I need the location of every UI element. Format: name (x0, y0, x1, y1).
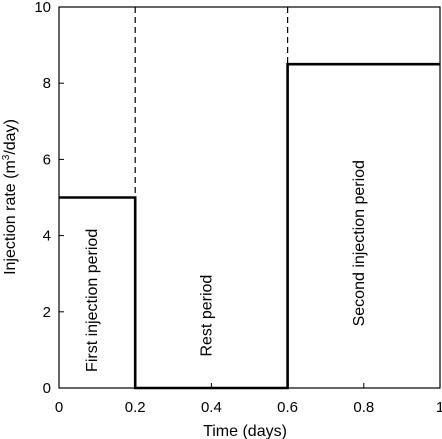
y-tick-label-5: 10 (34, 0, 51, 16)
period-annotations: First injection period Rest period Second … (84, 160, 368, 372)
x-axis-ticks: 0 0.2 0.4 0.6 0.8 1 (55, 383, 442, 416)
y-tick-label-4: 8 (43, 75, 51, 92)
period-annotation-2: Second injection period (351, 160, 368, 326)
y-tick-label-0: 0 (43, 380, 51, 397)
x-tick-label-2: 0.4 (201, 399, 222, 416)
y-tick-label-3: 6 (43, 151, 51, 168)
injection-rate-line (59, 62, 440, 390)
x-tick-label-1: 0.2 (125, 399, 146, 416)
period-annotation-1: Rest period (198, 275, 215, 357)
x-tick-label-4: 0.8 (353, 399, 374, 416)
y-axis-title: Injection rate (m3/day) (1, 119, 19, 275)
injection-rate-series (59, 62, 440, 390)
y-axis-title-prefix: Injection rate (m (2, 160, 19, 275)
x-axis-title: Time (days) (203, 423, 287, 439)
y-tick-label-2: 4 (43, 228, 51, 245)
y-axis-title-suffix: /day) (2, 119, 19, 155)
period-annotation-0: First injection period (84, 229, 101, 372)
y-axis-ticks: 0 2 4 6 8 10 (34, 0, 64, 397)
x-tick-label-0: 0 (55, 399, 63, 416)
y-tick-label-1: 2 (43, 304, 51, 321)
x-tick-label-3: 0.6 (277, 399, 298, 416)
y-axis-title-superscript: 3 (1, 154, 12, 160)
x-tick-label-5: 1 (436, 399, 442, 416)
